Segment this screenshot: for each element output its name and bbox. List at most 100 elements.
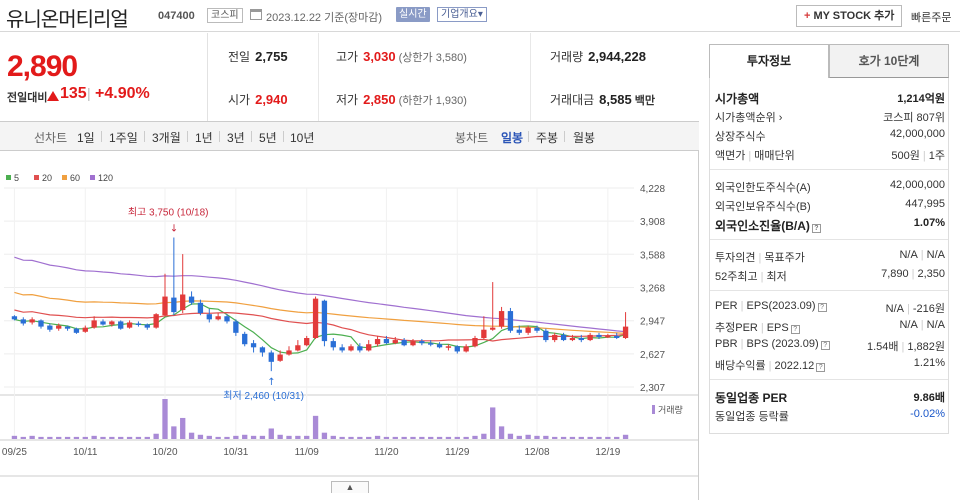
volume-bar <box>428 436 434 439</box>
x-tick-label: 11/20 <box>374 447 399 458</box>
candle-body <box>428 343 434 345</box>
value-separator: | <box>907 303 910 315</box>
row-value-text: N/A <box>899 249 918 261</box>
candle-body <box>392 340 398 344</box>
stat-value: 3,030 <box>363 49 396 64</box>
stock-chart[interactable]: 5 20 60 120 4,228 3,908 3,588 3,268 2,947 2,627 2,… <box>0 151 699 500</box>
row-label[interactable]: 시가총액순위 › <box>715 109 782 125</box>
chart-expand-toggle[interactable]: ▲ <box>331 481 369 493</box>
row-value: -0.02% <box>910 408 945 420</box>
period-3m[interactable]: 3개월 <box>152 131 181 145</box>
label-separator: | <box>760 322 764 334</box>
row-label: PBR | BPS (2023.09)? <box>715 338 830 350</box>
stat-label: 저가 <box>336 93 359 107</box>
help-icon[interactable]: ? <box>820 341 830 350</box>
volume-bar <box>224 436 230 439</box>
candle-body <box>56 325 62 329</box>
volume-bar <box>357 436 363 439</box>
divider <box>251 131 252 142</box>
tab-investment-info[interactable]: 투자정보 <box>709 44 829 78</box>
help-icon[interactable]: ? <box>811 224 821 233</box>
row-per: PER | EPS(2023.09)? N/A | -216원 <box>710 298 950 317</box>
period-10y[interactable]: 10년 <box>290 131 315 145</box>
price-stats: 전일 2,755 고가 3,030 (상한가 3,580) 거래량 2,944,228 … <box>208 33 698 121</box>
candle-body <box>366 344 372 351</box>
x-tick-label: 10/20 <box>152 447 177 458</box>
help-icon[interactable]: ? <box>817 303 827 312</box>
row-market-cap: 시가총액 1,214억원 <box>710 88 950 107</box>
stat-label: 시가 <box>228 93 251 107</box>
divider <box>318 33 319 121</box>
ma-line-20 <box>14 309 626 342</box>
candle-monthly[interactable]: 월봉 <box>573 131 596 145</box>
change-value: 135 <box>60 85 87 102</box>
candle-body <box>144 324 150 328</box>
candle-body <box>38 320 44 327</box>
row-value-text: N/A <box>899 319 918 331</box>
period-1y[interactable]: 1년 <box>195 131 213 145</box>
change-separator: | <box>87 85 91 101</box>
candle-body <box>552 334 558 341</box>
divider <box>710 379 948 380</box>
x-tick-label: 10/11 <box>73 447 98 458</box>
legend-label: 5 <box>14 173 19 183</box>
divider <box>144 131 145 142</box>
stock-header: 유니온머티리얼 047400 코스피 2023.12.22 기준(장마감) 실시… <box>0 0 960 32</box>
volume-bar <box>206 435 212 439</box>
candle-body <box>605 335 611 338</box>
tab-order-book[interactable]: 호가 10단계 <box>829 44 949 78</box>
row-pbr: PBR | BPS (2023.09)? 1.54배 | 1,882원 <box>710 336 950 355</box>
divider <box>283 131 284 142</box>
volume-bar <box>277 434 283 439</box>
candle-body <box>286 350 292 355</box>
help-icon[interactable]: ? <box>790 325 800 334</box>
volume-bar <box>374 435 381 439</box>
candle-body <box>560 334 567 341</box>
company-overview-button[interactable]: 기업개요▾ <box>437 7 487 22</box>
row-label-text: 액면가 <box>715 150 746 162</box>
divider <box>564 131 565 142</box>
divider <box>710 239 948 240</box>
company-name[interactable]: 유니온머티리얼 <box>6 9 129 31</box>
period-5y[interactable]: 5년 <box>259 131 277 145</box>
candle-body <box>135 323 142 325</box>
volume-bar <box>392 436 398 439</box>
candle-body <box>242 333 248 345</box>
candle-body <box>454 346 460 352</box>
row-value-text: 7,890 <box>881 268 909 280</box>
volume-bar <box>321 432 328 439</box>
candle-body <box>490 327 496 330</box>
volume-bar <box>578 436 584 439</box>
period-1d[interactable]: 1일 <box>77 131 95 145</box>
row-label: 동일업종 등락률 <box>715 411 789 423</box>
volume-bar <box>38 436 44 439</box>
help-icon[interactable]: ? <box>816 363 826 372</box>
row-value-text: N/A <box>926 319 945 331</box>
period-3y[interactable]: 3년 <box>227 131 245 145</box>
x-tick-label: 10/31 <box>223 447 248 458</box>
add-mystock-button[interactable]: + MY STOCK 추가 <box>796 5 903 27</box>
quick-order-link[interactable]: 빠른주문 <box>911 12 952 24</box>
candle-body <box>91 320 97 328</box>
candle-daily[interactable]: 일봉 <box>501 131 524 145</box>
add-mystock-label: MY STOCK 추가 <box>813 10 895 22</box>
candle-weekly[interactable]: 주봉 <box>536 131 559 145</box>
calendar-icon <box>250 9 262 20</box>
realtime-button[interactable]: 실시간 <box>396 7 430 22</box>
candle-body <box>215 316 221 320</box>
row-label-text: 추정PER <box>715 322 758 334</box>
row-value-text: 1주 <box>928 150 945 162</box>
stat-value: 2,755 <box>255 49 288 64</box>
value-separator: | <box>922 150 926 162</box>
row-foreign-limit: 외국인한도주식수(A) 42,000,000 <box>710 177 950 196</box>
volume-bar <box>348 436 354 439</box>
volume-bar <box>472 435 478 439</box>
legend-swatch <box>34 175 39 180</box>
period-1w[interactable]: 1주일 <box>109 131 138 145</box>
candle-body <box>109 321 115 325</box>
volume-bar <box>250 435 257 439</box>
volume-bar <box>162 399 168 439</box>
divider <box>528 131 529 142</box>
ma-line-120 <box>14 256 626 333</box>
row-label-text: 2022.12 <box>774 360 815 372</box>
